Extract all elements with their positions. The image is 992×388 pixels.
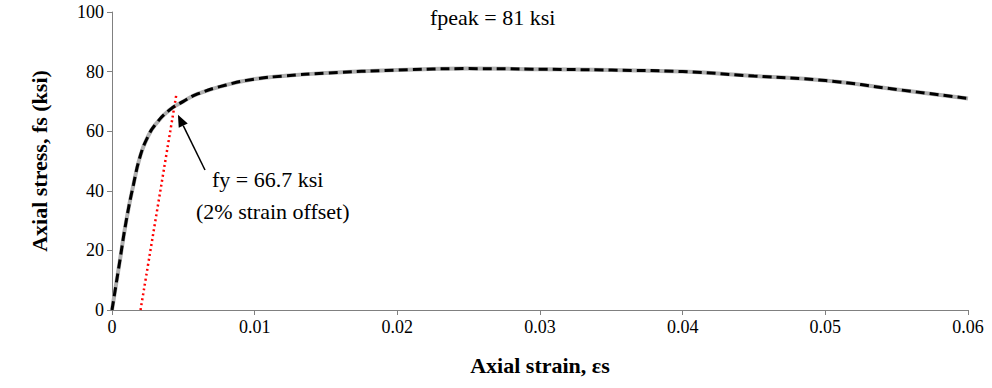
svg-text:0.02: 0.02 bbox=[382, 317, 414, 337]
svg-text:Axial strain, εs: Axial strain, εs bbox=[470, 353, 610, 378]
svg-text:0.01: 0.01 bbox=[239, 317, 270, 337]
svg-text:100: 100 bbox=[77, 2, 104, 22]
svg-text:20: 20 bbox=[86, 240, 104, 260]
svg-text:fy = 66.7 ksi: fy = 66.7 ksi bbox=[212, 167, 323, 192]
svg-text:0.06: 0.06 bbox=[952, 317, 984, 337]
svg-text:0.05: 0.05 bbox=[810, 317, 842, 337]
svg-text:0: 0 bbox=[108, 317, 117, 337]
svg-text:0.04: 0.04 bbox=[667, 317, 699, 337]
svg-text:60: 60 bbox=[86, 121, 104, 141]
svg-text:fpeak = 81 ksi: fpeak = 81 ksi bbox=[430, 5, 555, 30]
svg-text:(2% strain offset): (2% strain offset) bbox=[196, 199, 350, 224]
svg-text:0: 0 bbox=[95, 300, 104, 320]
svg-text:Axial stress, fs (ksi): Axial stress, fs (ksi) bbox=[27, 70, 52, 252]
svg-text:80: 80 bbox=[86, 62, 104, 82]
svg-text:40: 40 bbox=[86, 181, 104, 201]
svg-text:0.03: 0.03 bbox=[524, 317, 556, 337]
